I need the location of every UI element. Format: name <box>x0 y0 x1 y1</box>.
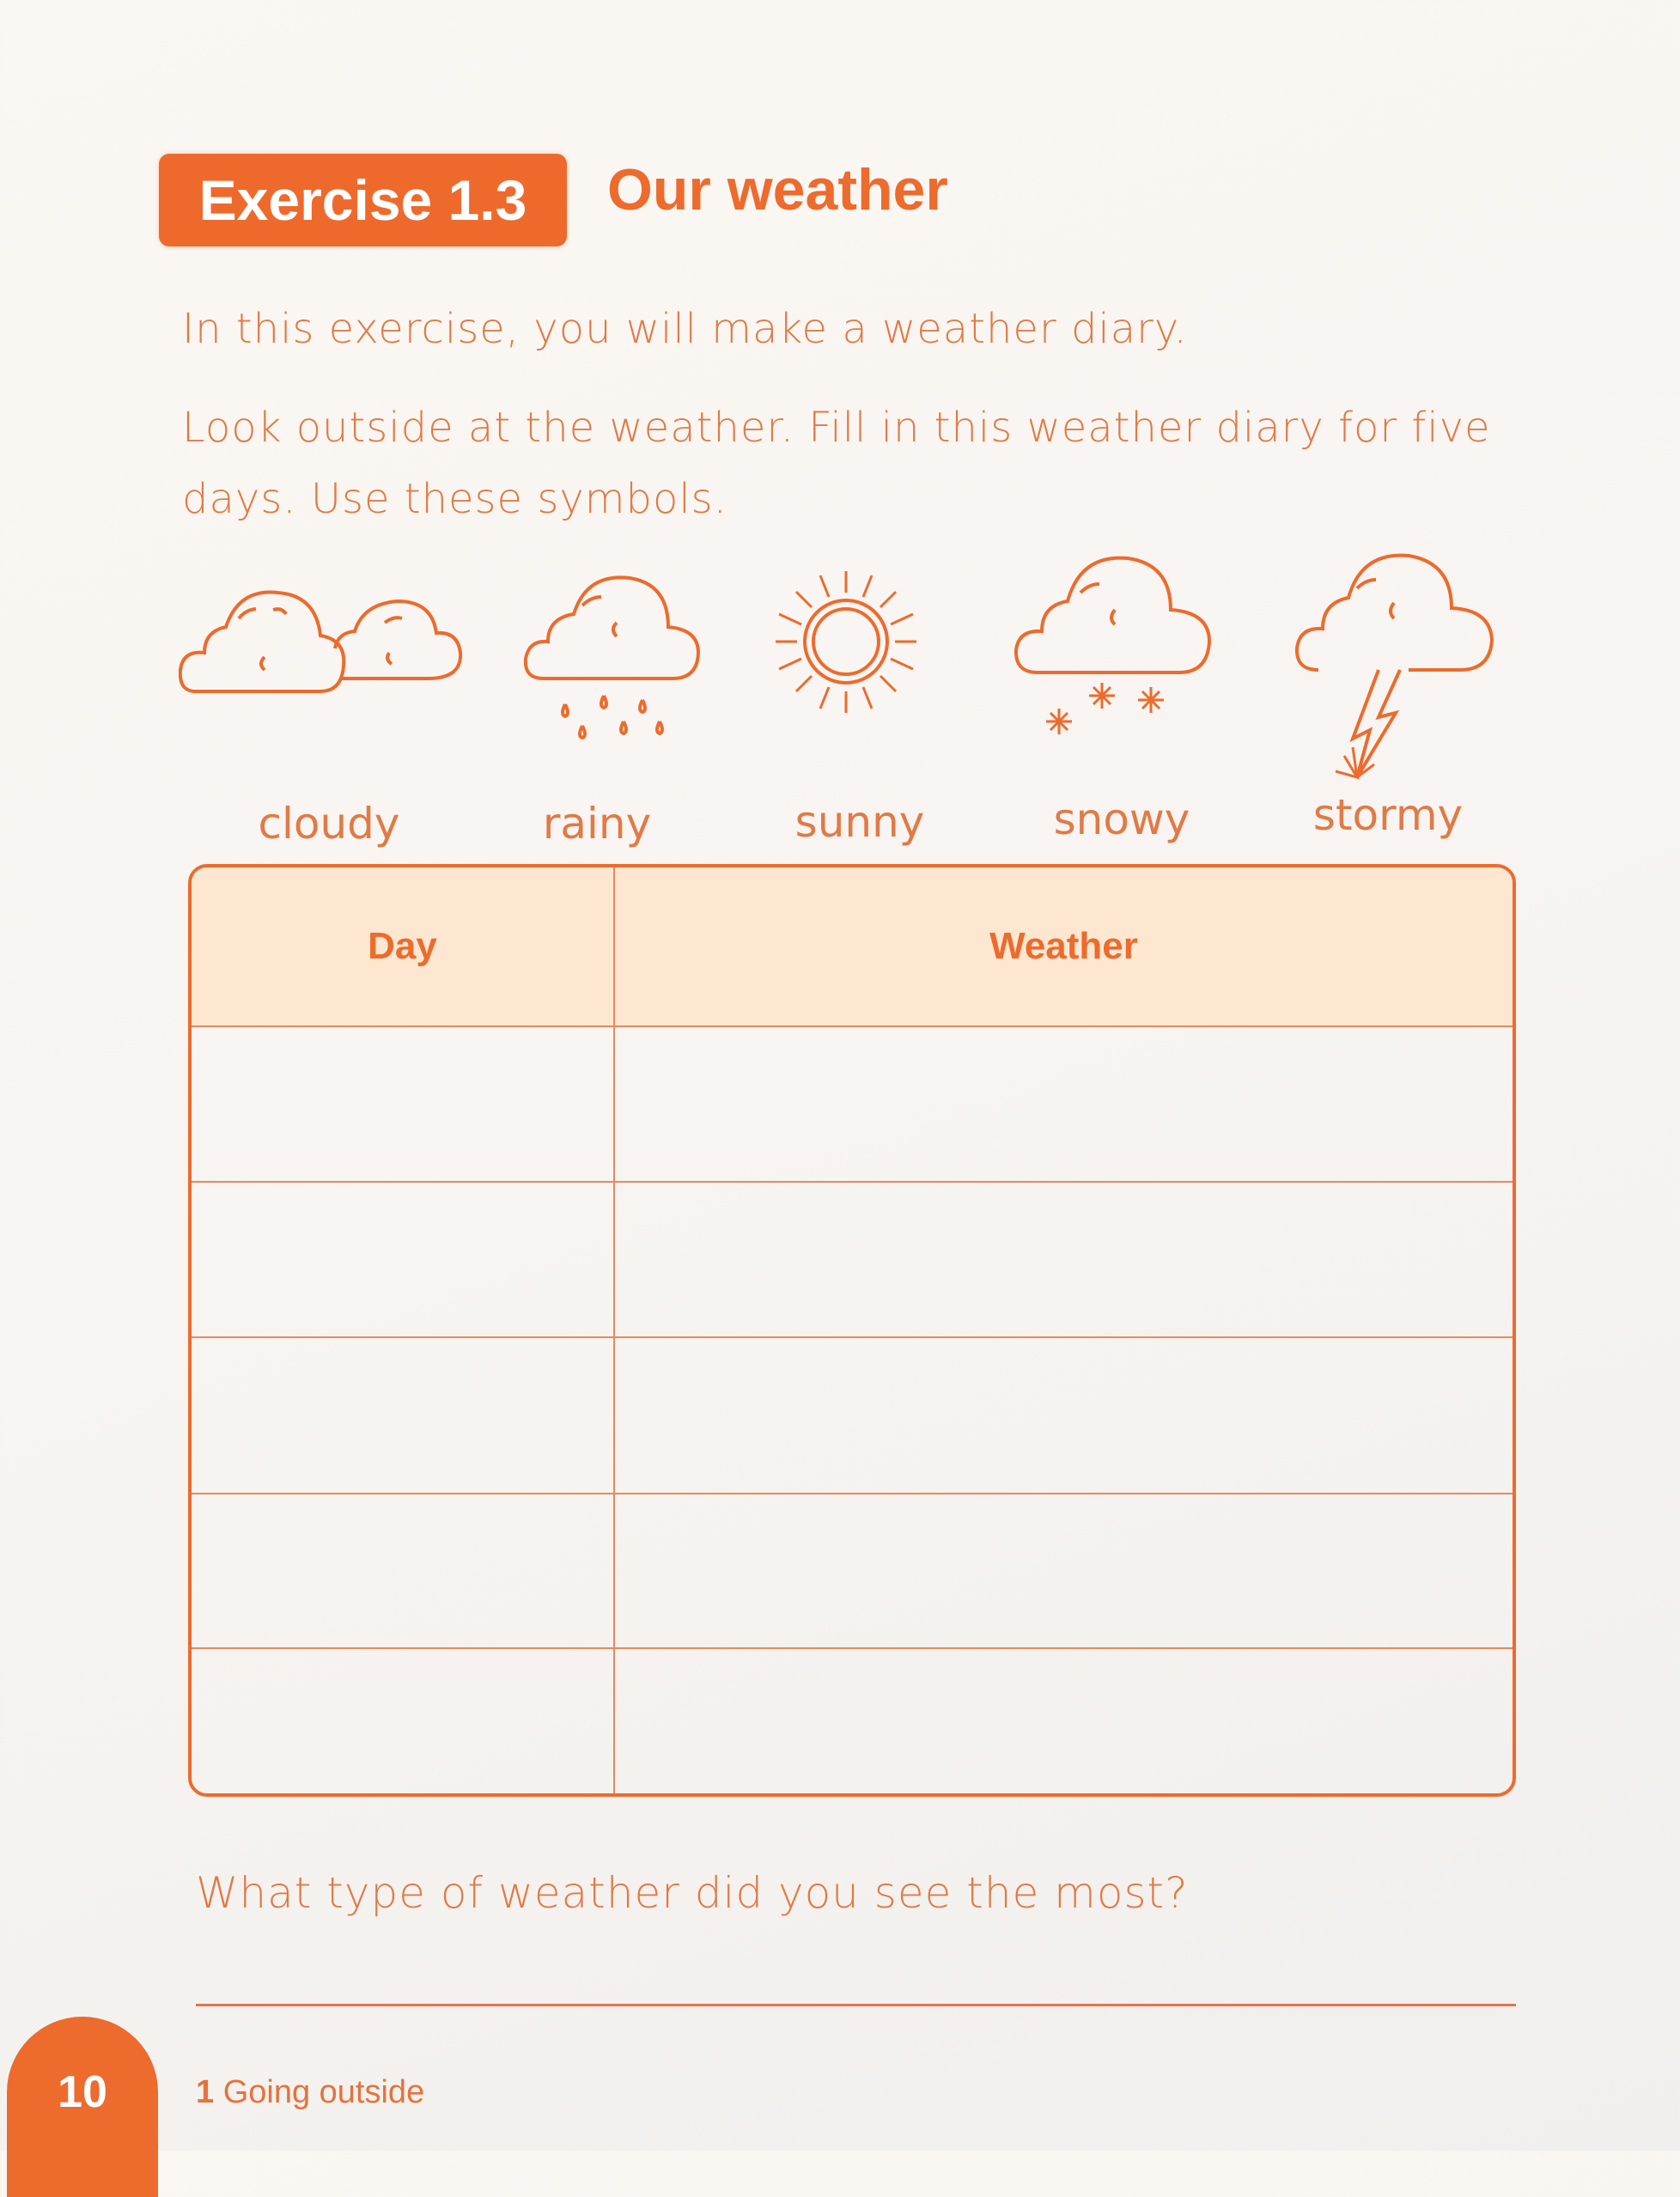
column-header-weather: Weather <box>989 925 1138 967</box>
table-row-5-weather-cell[interactable] <box>615 1649 1513 1793</box>
table-row-2-weather-cell[interactable] <box>615 1183 1513 1336</box>
exercise-badge: Exercise 1.3 <box>159 154 567 246</box>
table-row-1-day-cell[interactable] <box>192 1027 613 1181</box>
table-row-4-day-cell[interactable] <box>192 1494 613 1647</box>
table-header: Day Weather <box>192 867 1513 1027</box>
row-divider <box>192 1336 1513 1338</box>
snowy-icon <box>1013 556 1212 734</box>
cloudy-icon <box>179 590 463 693</box>
symbol-label-snowy: snowy <box>1053 794 1190 844</box>
row-divider <box>192 1647 1513 1649</box>
weather-diary-table: Day Weather <box>188 864 1516 1797</box>
table-row-3-weather-cell[interactable] <box>615 1338 1513 1493</box>
stormy-icon <box>1294 553 1494 780</box>
column-header-day: Day <box>368 925 437 967</box>
symbol-label-cloudy: cloudy <box>258 799 400 849</box>
answer-line[interactable] <box>196 2004 1516 2006</box>
table-row-5-day-cell[interactable] <box>192 1649 613 1793</box>
table-row-1-weather-cell[interactable] <box>615 1027 1513 1181</box>
chapter-footer: 1 Going outside <box>196 2074 424 2111</box>
row-divider <box>192 1493 1513 1494</box>
symbol-label-rainy: rainy <box>542 799 652 849</box>
instruction-line-3: days. Use these symbols. <box>182 475 727 523</box>
table-row-3-day-cell[interactable] <box>192 1338 613 1493</box>
sunny-icon <box>776 571 916 713</box>
instruction-line-2: Look outside at the weather. Fill in thi… <box>182 404 1491 452</box>
column-divider <box>613 867 615 1793</box>
table-row-4-weather-cell[interactable] <box>615 1494 1513 1647</box>
page-title: Our weather <box>607 157 948 222</box>
chapter-title: Going outside <box>222 2074 425 2110</box>
question-text: What type of weather did you see the mos… <box>196 1868 1189 1918</box>
symbol-label-stormy: stormy <box>1312 790 1464 840</box>
symbol-label-sunny: sunny <box>794 797 925 847</box>
instruction-line-1: In this exercise, you will make a weathe… <box>182 305 1188 353</box>
chapter-number: 1 <box>196 2074 215 2110</box>
page-number: 10 <box>7 2017 158 2197</box>
table-row-2-day-cell[interactable] <box>192 1183 613 1336</box>
row-divider <box>192 1181 1513 1183</box>
rainy-icon <box>523 575 701 740</box>
